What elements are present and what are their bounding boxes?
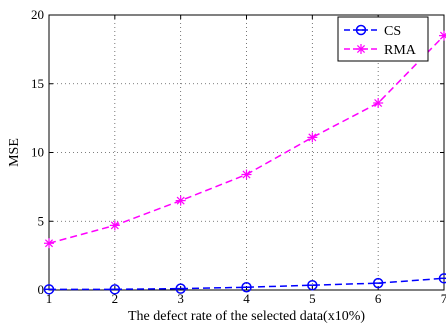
cs-series [43, 273, 446, 295]
rma-marker-stroke [44, 239, 54, 248]
y-tick-label: 0 [38, 282, 45, 297]
x-tick-label: 5 [309, 291, 316, 306]
x-tick-label: 7 [441, 291, 446, 306]
rma-marker [241, 169, 252, 180]
rma-marker [109, 220, 120, 231]
legend: CS RMA [337, 16, 429, 62]
rma-series [44, 30, 446, 249]
rma-marker [356, 44, 366, 54]
rma-marker [307, 132, 318, 143]
y-tick-label: 15 [31, 76, 44, 91]
rma-marker [175, 195, 186, 206]
x-axis-label: The defect rate of the selected data(x10… [128, 309, 365, 324]
axis-ticks: 1 2 3 4 5 6 7 0 5 10 15 20 [31, 7, 446, 306]
y-tick-label: 20 [31, 7, 44, 22]
legend-item-rma: RMA [344, 43, 417, 58]
y-tick-label: 5 [38, 213, 45, 228]
rma-marker-stroke [374, 98, 383, 108]
legend-label: RMA [384, 43, 417, 58]
rma-marker [44, 238, 54, 249]
rma-marker [373, 98, 384, 108]
rma-marker-stroke [242, 170, 251, 179]
legend-label: CS [384, 24, 401, 39]
legend-item-cs: CS [344, 24, 401, 39]
y-tick-label: 10 [31, 145, 44, 160]
legend-box [337, 16, 429, 62]
y-axis-label: MSE [7, 138, 22, 167]
rma-marker-stroke [439, 32, 446, 40]
rma-marker [439, 30, 446, 41]
x-tick-label: 4 [243, 291, 250, 306]
x-tick-label: 3 [177, 291, 184, 306]
x-tick-label: 2 [112, 291, 119, 306]
rma-marker-stroke [110, 221, 119, 230]
rma-marker-stroke [176, 196, 185, 205]
rma-marker-stroke [308, 133, 317, 142]
rma-marker-stroke [356, 44, 366, 54]
series-layer [43, 30, 446, 295]
x-tick-label: 1 [46, 291, 53, 306]
x-tick-label: 6 [375, 291, 382, 306]
